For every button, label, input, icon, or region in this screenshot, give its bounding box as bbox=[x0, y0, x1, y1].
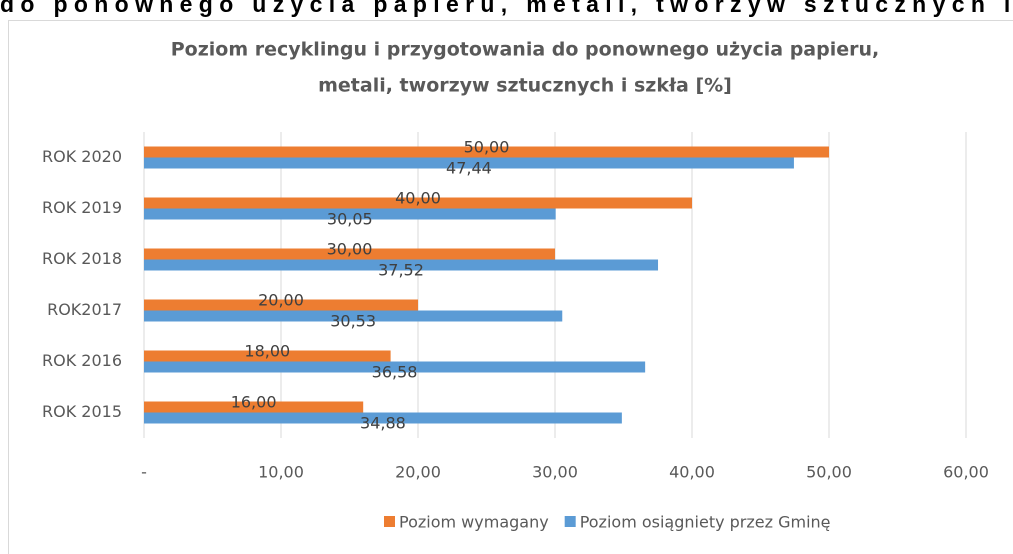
x-tick-label: - bbox=[141, 463, 147, 482]
data-label: 18,00 bbox=[244, 342, 290, 361]
y-tick-label: ROK 2019 bbox=[42, 198, 122, 217]
bar bbox=[144, 350, 391, 362]
data-label: 20,00 bbox=[258, 291, 304, 310]
data-label: 50,00 bbox=[464, 138, 510, 157]
x-tick-label: 40,00 bbox=[669, 463, 715, 482]
page-text: do ponownego użycia papieru, metali, two… bbox=[0, 0, 1013, 17]
bar bbox=[144, 208, 556, 220]
data-label: 30,00 bbox=[327, 240, 373, 259]
bar bbox=[144, 361, 646, 373]
bar bbox=[144, 299, 418, 311]
data-label: 40,00 bbox=[395, 189, 441, 208]
x-tick-label: 10,00 bbox=[258, 463, 304, 482]
legend-swatch bbox=[564, 516, 576, 527]
bar bbox=[144, 248, 555, 260]
x-tick-label: 60,00 bbox=[943, 463, 989, 482]
data-label: 47,44 bbox=[446, 159, 492, 178]
data-label: 30,53 bbox=[330, 312, 376, 331]
x-tick-label: 50,00 bbox=[806, 463, 852, 482]
data-label: 30,05 bbox=[327, 210, 373, 229]
y-tick-label: ROK2017 bbox=[47, 300, 122, 319]
y-tick-label: ROK 2020 bbox=[42, 147, 122, 166]
data-label: 37,52 bbox=[378, 261, 424, 280]
chart-title: metali, tworzyw sztucznych i szkła [%] bbox=[318, 75, 732, 97]
data-label: 34,88 bbox=[360, 414, 406, 433]
x-tick-label: 30,00 bbox=[532, 463, 578, 482]
data-label: 16,00 bbox=[231, 393, 277, 412]
bar bbox=[144, 157, 794, 169]
bar bbox=[144, 401, 364, 413]
chart-title: Poziom recyklingu i przygotowania do pon… bbox=[171, 39, 879, 61]
bar bbox=[144, 259, 659, 271]
chart-border bbox=[8, 20, 1013, 554]
y-tick-label: ROK 2018 bbox=[42, 249, 122, 268]
y-tick-label: ROK 2016 bbox=[42, 351, 122, 370]
bar bbox=[144, 146, 829, 158]
bar bbox=[144, 412, 622, 424]
legend-label: Poziom wymagany bbox=[399, 513, 549, 532]
legend-swatch bbox=[384, 516, 395, 527]
legend-label: Poziom osiągniety przez Gminę bbox=[580, 513, 831, 532]
y-tick-label: ROK 2015 bbox=[42, 402, 122, 421]
bar bbox=[144, 197, 692, 209]
x-tick-label: 20,00 bbox=[395, 463, 441, 482]
data-label: 36,58 bbox=[372, 363, 418, 382]
bar bbox=[144, 310, 563, 322]
